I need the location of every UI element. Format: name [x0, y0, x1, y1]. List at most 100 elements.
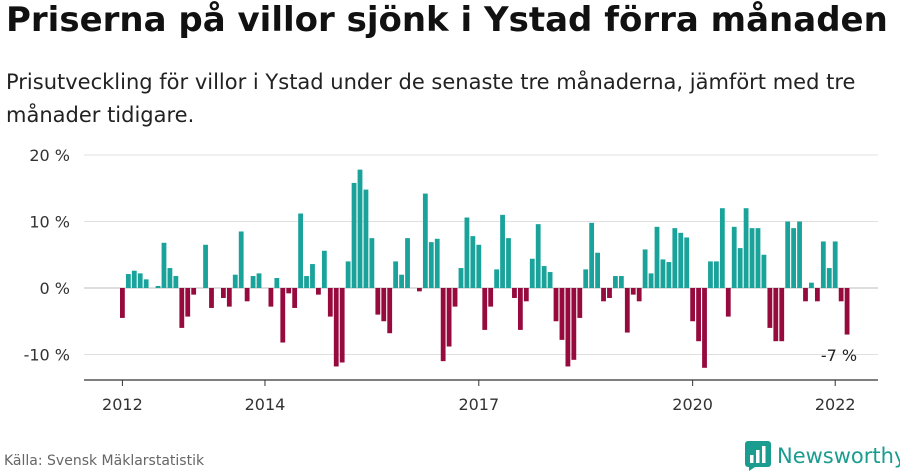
y-tick-label: 10 %: [29, 213, 70, 232]
bar: [220, 288, 226, 298]
bar: [506, 238, 511, 289]
bar: [826, 268, 832, 288]
x-tick-label: 2014: [245, 395, 286, 414]
bar: [167, 268, 173, 288]
bar: [191, 288, 197, 295]
bar: [500, 214, 505, 288]
bar: [428, 242, 434, 289]
x-axis-labels: 2012 2014 2017 2020 2022: [102, 380, 856, 414]
bar: [785, 221, 791, 288]
bar: [714, 261, 719, 288]
bar: [648, 273, 654, 288]
bars: [120, 169, 850, 368]
bar: [232, 274, 238, 288]
bar: [185, 288, 191, 317]
bar: [292, 288, 298, 308]
y-tick-label: 20 %: [29, 146, 70, 165]
bar: [274, 278, 280, 288]
bar: [601, 288, 606, 302]
bar: [345, 261, 351, 288]
bar: [422, 193, 428, 288]
bar: [761, 254, 767, 288]
y-tick-label: 0 %: [40, 279, 70, 298]
bar: [684, 237, 690, 288]
bar: [690, 288, 696, 322]
bar: [737, 248, 743, 288]
bar: [405, 238, 410, 289]
bar: [125, 274, 131, 289]
bar: [583, 269, 589, 288]
bar: [541, 266, 547, 289]
source-credit: Källa: Svensk Mäklarstatistik: [4, 453, 205, 469]
bar: [696, 288, 701, 342]
bar: [393, 261, 399, 288]
bar: [375, 288, 381, 315]
bar: [719, 208, 725, 288]
bar: [595, 252, 600, 288]
bar: [209, 288, 214, 308]
bar: [458, 268, 464, 288]
bar: [494, 269, 500, 288]
bar: [238, 231, 244, 288]
bar: [571, 288, 577, 360]
brand-name: Newsworthy: [777, 444, 900, 468]
bar: [321, 250, 327, 288]
bar: [440, 288, 446, 362]
x-tick-label: 2017: [458, 395, 499, 414]
chart-subtitle: Prisutveckling för villor i Ystad under …: [6, 70, 856, 127]
bar: [417, 288, 422, 292]
bar: [838, 288, 844, 302]
bar: [773, 288, 779, 342]
bar: [333, 288, 339, 367]
x-tick-label: 2020: [672, 395, 713, 414]
bar: [725, 288, 731, 317]
bar: [446, 288, 452, 347]
bar: [226, 288, 232, 307]
bar: [244, 288, 250, 302]
bar: [791, 228, 797, 288]
bar: [820, 241, 826, 288]
bar: [660, 259, 666, 288]
bar: [357, 169, 363, 288]
bar: [512, 288, 517, 298]
y-axis-labels: 20 % 10 % 0 % -10 %: [24, 146, 70, 365]
bar: [809, 282, 814, 288]
bar: [399, 274, 404, 288]
bar: [482, 288, 488, 330]
bar: [316, 288, 321, 295]
bar: [642, 249, 648, 288]
bar: [654, 226, 660, 288]
bar: [131, 270, 137, 288]
bar: [779, 288, 785, 342]
bar: [387, 288, 393, 334]
bar: [298, 213, 303, 288]
bar: [666, 262, 672, 288]
bar: [672, 228, 678, 288]
bar: [547, 272, 553, 288]
bar: [559, 288, 565, 340]
bar: [702, 288, 707, 368]
chart-title: Priserna på villor sjönk i Ystad förra m…: [6, 0, 888, 40]
last-value-annotation: -7 %: [821, 346, 857, 365]
bar: [488, 288, 494, 307]
bar: [565, 288, 571, 367]
bar: [553, 288, 559, 322]
bar: [280, 288, 286, 343]
bar: [678, 232, 684, 289]
bar: [767, 288, 773, 328]
bar: [749, 228, 755, 288]
bar: [607, 288, 612, 298]
bar: [577, 288, 583, 318]
bar: [618, 276, 624, 288]
bar: [535, 224, 541, 288]
bar: [476, 244, 482, 289]
newsworthy-logo: Newsworthy: [745, 441, 900, 471]
bar: [256, 273, 262, 288]
bar: [517, 288, 523, 330]
y-tick-label: -10 %: [24, 346, 70, 365]
bar: [803, 288, 808, 302]
bar: [339, 288, 345, 363]
bar: [351, 182, 357, 288]
bar: [630, 288, 636, 295]
bar: [529, 258, 535, 288]
